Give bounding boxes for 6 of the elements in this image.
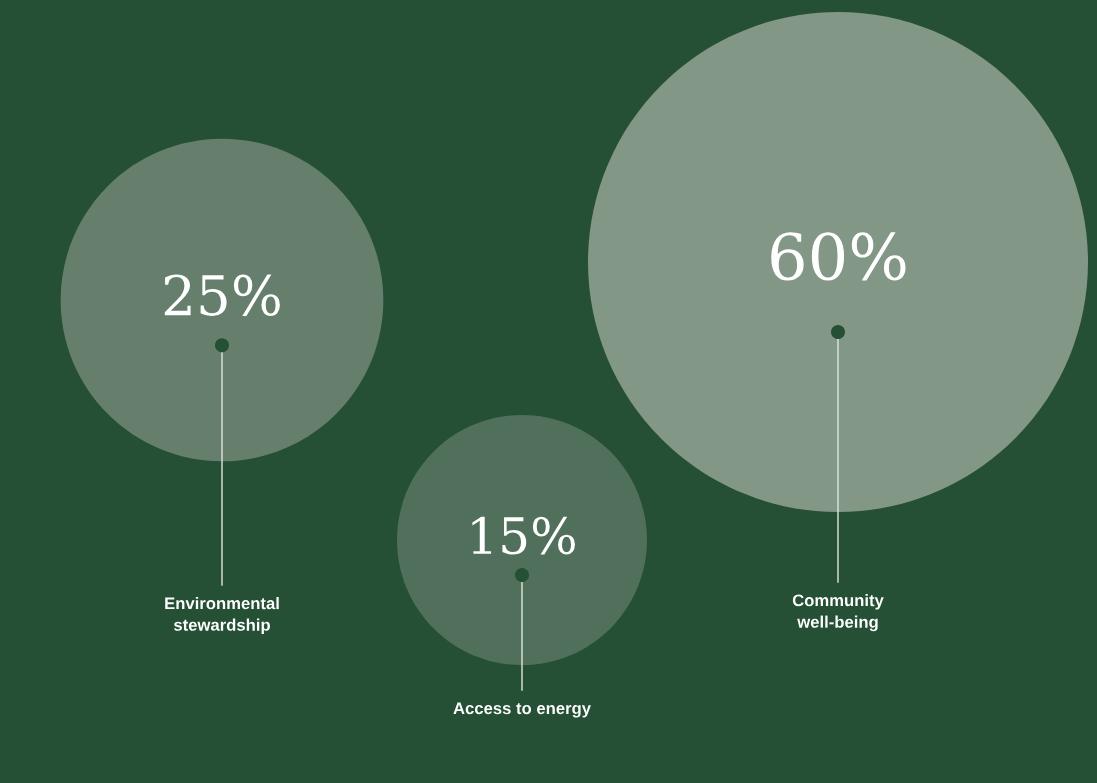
data-label: 25% (164, 274, 280, 316)
category-label: Environmental stewardship (165, 597, 279, 635)
data-label: 60% (771, 232, 906, 281)
category-label: Access to energy (453, 702, 591, 718)
category-label: Community well-being (792, 594, 884, 632)
data-label: 15% (472, 516, 575, 555)
